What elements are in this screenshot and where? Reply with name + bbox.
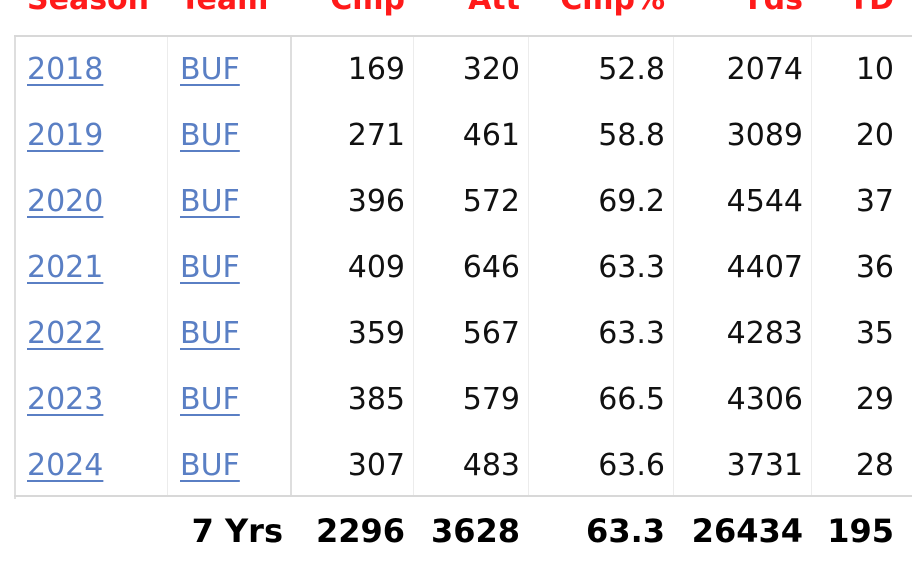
yds-cell: 3731	[726, 448, 803, 483]
td-cell: 36	[855, 250, 894, 285]
season-link[interactable]: 2024	[27, 448, 104, 483]
season-link[interactable]: 2023	[27, 382, 104, 417]
totals-label: 7 Yrs	[191, 512, 283, 550]
team-cell[interactable]: BUF	[180, 301, 280, 367]
att-cell: 483	[462, 448, 520, 483]
season-link[interactable]: 2021	[27, 250, 104, 285]
header-td[interactable]: TD	[812, 0, 894, 20]
att-cell: 579	[462, 382, 520, 417]
cmp-pct-cell: 63.3	[598, 316, 665, 351]
cmp-pct-cell: 58.8	[598, 118, 665, 153]
team-link[interactable]: BUF	[180, 382, 240, 417]
column-divider	[413, 37, 414, 497]
cmp-cell: 169	[347, 52, 405, 87]
table-left-border	[14, 37, 16, 499]
cmp-pct-cell: 66.5	[598, 382, 665, 417]
cmp-cell: 359	[347, 316, 405, 351]
header-season[interactable]: Season	[27, 0, 167, 20]
season-link[interactable]: 2020	[27, 184, 104, 219]
season-cell[interactable]: 2024	[27, 433, 157, 499]
season-cell[interactable]: 2023	[27, 367, 157, 433]
team-link[interactable]: BUF	[180, 250, 240, 285]
team-cell[interactable]: BUF	[180, 37, 280, 103]
yds-cell: 3089	[726, 118, 803, 153]
table-bottom-border	[14, 495, 912, 497]
season-cell[interactable]: 2018	[27, 37, 157, 103]
att-cell: 646	[462, 250, 520, 285]
att-cell: 572	[462, 184, 520, 219]
header-divider	[14, 35, 912, 37]
totals-cmp-pct: 63.3	[586, 512, 665, 550]
cmp-pct-cell: 69.2	[598, 184, 665, 219]
yds-cell: 2074	[726, 52, 803, 87]
td-cell: 10	[855, 52, 894, 87]
cmp-cell: 409	[347, 250, 405, 285]
column-divider	[673, 37, 674, 497]
totals-td: 195	[827, 512, 894, 550]
td-cell: 29	[855, 382, 894, 417]
att-cell: 567	[462, 316, 520, 351]
yds-cell: 4544	[726, 184, 803, 219]
header-team[interactable]: Team	[180, 0, 290, 20]
column-divider	[528, 37, 529, 497]
season-link[interactable]: 2018	[27, 52, 104, 87]
season-link[interactable]: 2022	[27, 316, 104, 351]
td-cell: 28	[855, 448, 894, 483]
att-cell: 320	[462, 52, 520, 87]
td-cell: 35	[855, 316, 894, 351]
season-cell[interactable]: 2021	[27, 235, 157, 301]
team-cell[interactable]: BUF	[180, 169, 280, 235]
team-cell[interactable]: BUF	[180, 433, 280, 499]
cmp-pct-cell: 63.3	[598, 250, 665, 285]
td-cell: 37	[855, 184, 894, 219]
column-divider	[811, 37, 812, 497]
team-link[interactable]: BUF	[180, 118, 240, 153]
yds-cell: 4283	[726, 316, 803, 351]
season-cell[interactable]: 2020	[27, 169, 157, 235]
season-cell[interactable]: 2022	[27, 301, 157, 367]
season-cell[interactable]: 2019	[27, 103, 157, 169]
cmp-cell: 271	[347, 118, 405, 153]
header-yds[interactable]: Yds	[675, 0, 803, 20]
yds-cell: 4306	[726, 382, 803, 417]
team-cell[interactable]: BUF	[180, 367, 280, 433]
totals-att: 3628	[430, 512, 520, 550]
team-link[interactable]: BUF	[180, 184, 240, 219]
att-cell: 461	[462, 118, 520, 153]
td-cell: 20	[855, 118, 894, 153]
header-cmp-pct[interactable]: Cmp%	[530, 0, 665, 20]
cmp-pct-cell: 63.6	[598, 448, 665, 483]
team-link[interactable]: BUF	[180, 52, 240, 87]
yds-cell: 4407	[726, 250, 803, 285]
cmp-cell: 385	[347, 382, 405, 417]
cmp-pct-cell: 52.8	[598, 52, 665, 87]
cmp-cell: 307	[347, 448, 405, 483]
cmp-cell: 396	[347, 184, 405, 219]
team-link[interactable]: BUF	[180, 316, 240, 351]
season-link[interactable]: 2019	[27, 118, 104, 153]
team-cell[interactable]: BUF	[180, 103, 280, 169]
team-link[interactable]: BUF	[180, 448, 240, 483]
column-divider	[167, 37, 168, 497]
totals-cmp: 2296	[315, 512, 405, 550]
header-att[interactable]: Att	[415, 0, 520, 20]
header-cmp[interactable]: Cmp	[295, 0, 405, 20]
column-divider	[290, 37, 292, 497]
team-cell[interactable]: BUF	[180, 235, 280, 301]
totals-yds: 26434	[691, 512, 803, 550]
